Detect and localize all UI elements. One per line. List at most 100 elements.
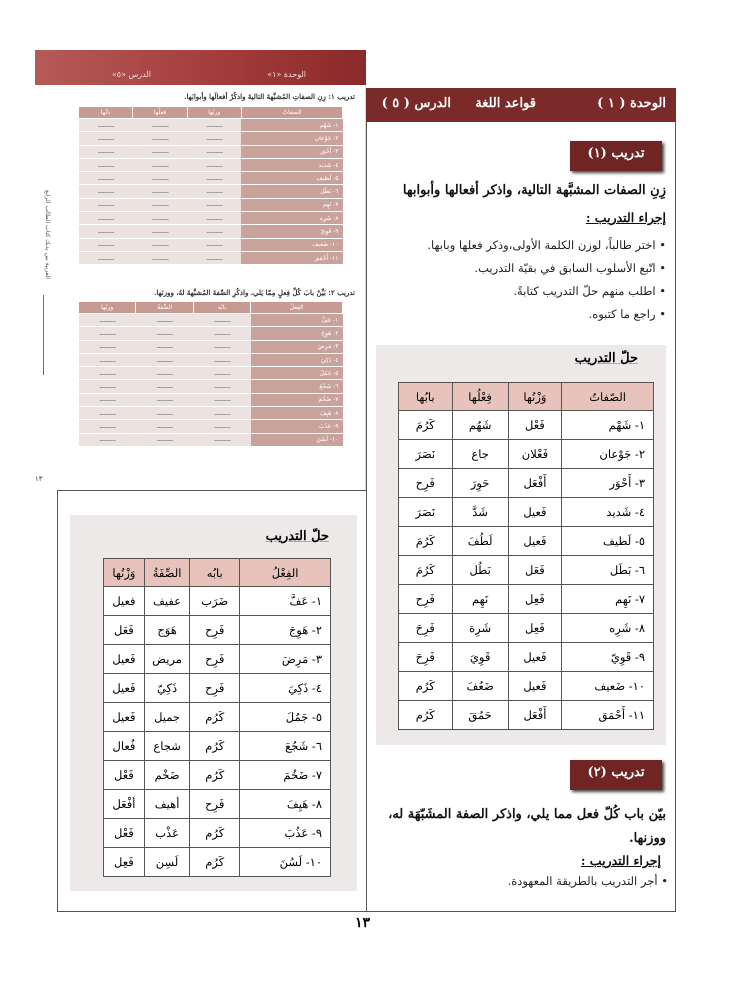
blank-cell: ..................	[132, 158, 188, 173]
blank-cell: ..................	[78, 326, 136, 341]
solution-title: حلّ التدريب	[265, 529, 329, 544]
table-cell: ٦- بَطَل	[241, 184, 343, 199]
table-row: ٢- هَوِجَ...............................…	[78, 326, 343, 341]
table-row: ٨- هَيِفَ فَرِح أهيف أفْعَل	[103, 789, 331, 819]
table-row: ١٠- لَسُنَ..............................…	[78, 433, 343, 447]
blank-cell: ..................	[132, 145, 188, 159]
table-cell: ٨- شَرِه	[241, 211, 343, 226]
table-cell: شَدَّ	[451, 497, 509, 527]
blank-cell: ..................	[78, 379, 136, 394]
table-cell: أفْعَل	[103, 789, 145, 819]
column-header: فعلُها	[132, 106, 188, 119]
step: أجر التدريب بالطريقة المعهودة.	[376, 874, 668, 897]
exercise2-solution-panel: حلّ التدريب الفِعْلُ بابُه الصِّفَةُ وَزْنُ…	[57, 490, 366, 912]
exercise1-solution-table: الصّفاتُ وَزْنُها فِعْلُها بابُها ١- شَهْم فَ…	[398, 382, 654, 730]
table-cell: ٢- جَوْعان	[241, 131, 343, 146]
table-cell: جميل	[143, 702, 191, 732]
column-header: وزنُها	[77, 301, 137, 314]
table-cell: فَرِح	[398, 584, 453, 614]
table-cell: ٣- أَحْوَر	[561, 468, 654, 498]
table-cell: أَفْعَل	[507, 700, 563, 730]
blank-cell: ..................	[78, 238, 133, 252]
table-cell: لَطُفَ	[451, 526, 509, 556]
table-row: ٥- لَطيف فَعيل لَطُفَ كَرُمَ	[398, 526, 654, 556]
thumbnail-exercise2-title: تدريب ٢: بَيِّنْ بابَ كُلِّ فِعلٍ مِمّا …	[154, 288, 355, 297]
table-cell: عَذْب	[143, 818, 191, 848]
table-row: ١٠- ضَعيف...............................…	[78, 238, 343, 252]
table-cell: كَرُمَ	[398, 410, 453, 440]
table-cell: شَرِهَ	[451, 613, 509, 643]
table-cell: بَطُل	[451, 555, 509, 585]
table-cell: ٧- نَهِم	[561, 584, 654, 614]
table-cell: فَعيل	[507, 526, 563, 556]
table-cell: كَرُم	[398, 671, 453, 701]
table-cell: ٦- شَجُعَ	[239, 731, 331, 761]
blank-cell: ..................	[187, 145, 242, 159]
blank-cell: ..................	[78, 224, 133, 239]
unit-label: الوحدة ( ١ )	[597, 96, 666, 111]
table-cell: فَرِحَ	[398, 613, 453, 643]
table-cell: حَوِرَ	[451, 468, 509, 498]
blank-cell: ..................	[135, 340, 194, 354]
divider	[43, 295, 44, 375]
column-header: الفِعْلُ	[239, 558, 331, 587]
table-cell: أهيف	[143, 789, 191, 819]
table-row: ٦- شَجُعَ كَرُم شجاع فُعال	[103, 731, 331, 761]
table-cell: فَرِح	[189, 673, 241, 703]
blank-cell: ..................	[187, 251, 242, 266]
table-cell: ضَرَب	[189, 586, 241, 616]
step: راجع ما كتبوه.	[376, 307, 666, 330]
blank-cell: ..................	[187, 118, 242, 133]
table-row: ٨- شَرِه................................…	[78, 211, 343, 226]
blank-cell: ..................	[132, 118, 188, 133]
table-row: ٦- بَطَل فَعَل بَطُل كَرُمَ	[398, 555, 654, 585]
step: اطلب منهم حلّ التدريب كتابةً.	[376, 284, 666, 307]
thumbnail-unit: الوحدة «١»	[267, 70, 306, 79]
table-row: ١٠- ضَعيف فَعيل ضَعُفَ كَرُم	[398, 671, 654, 701]
table-cell: فَرِح	[189, 644, 241, 674]
blank-cell: ..................	[132, 198, 188, 213]
blank-cell: ..................	[187, 224, 242, 239]
table-row: ٤- شَديد................................…	[78, 158, 343, 173]
solution-title: حلّ التدريب	[574, 351, 638, 366]
blank-cell: ..................	[78, 131, 133, 146]
thumbnail-page-number: ١٣	[35, 475, 43, 483]
table-cell: ٤- شَديد	[241, 158, 343, 173]
table-row: ٨- هَيِفَ...............................…	[78, 406, 343, 421]
table-cell: ١- عَفَّ	[250, 313, 343, 328]
table-row: ٦- شَجُعَ...............................…	[78, 379, 343, 394]
table-row: ٧- نَهِم فَعِل نَهِم فَرِح	[398, 584, 654, 614]
table-cell: عفيف	[143, 586, 191, 616]
blank-cell: ..................	[135, 393, 194, 408]
table-cell: فَعْل	[103, 760, 145, 790]
exercise1-badge: تدريب (١)	[570, 141, 662, 171]
table-cell: فَعيل	[103, 673, 145, 703]
table-cell: ٢- هَوِجَ	[239, 615, 331, 645]
table-cell: أَفْعَل	[507, 468, 563, 498]
lesson-header: الوحدة ( ١ ) قواعد اللغة الدرس ( ٥ )	[366, 88, 676, 122]
blank-cell: ..................	[78, 433, 136, 447]
table-cell: فَعْلان	[507, 439, 563, 469]
blank-cell: ..................	[78, 340, 136, 354]
step: اتّبع الأسلوب السابق في بقيّة التدريب.	[376, 261, 666, 284]
table-row: ٢- جَوْعان فَعْلان جاع نَصَرَ	[398, 439, 654, 469]
table-cell: ١- شَهْم	[241, 118, 343, 133]
table-cell: ١٠- ضَعيف	[561, 671, 654, 701]
table-cell: فَعِل	[507, 613, 563, 643]
table-cell: ٥- جَمُلَ	[250, 366, 343, 381]
step: اختر طالباً، لوزن الكلمة الأولى،وذكر فعل…	[376, 238, 666, 261]
table-cell: كَرُمَ	[398, 526, 453, 556]
table-cell: ٦- شَجُعَ	[250, 379, 343, 394]
column-header: بابُها	[77, 106, 134, 119]
table-cell: شجاع	[143, 731, 191, 761]
column-header: الصِّفَةُ	[143, 558, 191, 587]
table-cell: ٧- ضَخُمَ	[250, 393, 343, 408]
table-row: ٤- شَديد فَعيل شَدَّ نَصَرَ	[398, 497, 654, 527]
subject-label: قواعد اللغة	[475, 96, 536, 111]
table-cell: فُعال	[103, 731, 145, 761]
blank-cell: ..................	[187, 158, 242, 173]
table-cell: ٤- ذَكِيَ	[239, 673, 331, 703]
blank-cell: ..................	[193, 393, 251, 408]
table-cell: فَعَل	[103, 615, 145, 645]
exercise2-procedure-label: إجراء التدريب :	[580, 853, 661, 868]
